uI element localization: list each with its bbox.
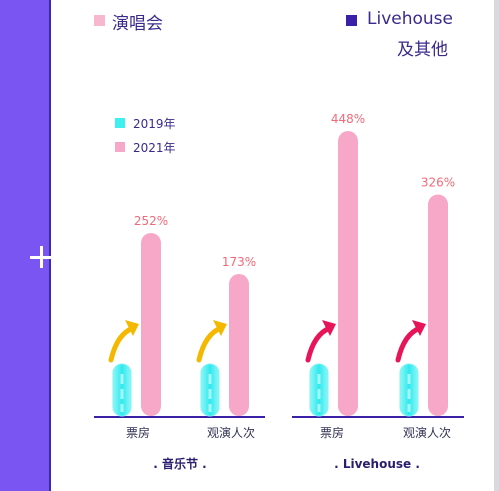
- growth-arrow: [395, 325, 423, 363]
- left-sidebar: [0, 0, 52, 491]
- bar-2021: [428, 194, 448, 416]
- legend-label-livehouse: Livehouse: [367, 9, 453, 29]
- bar-2021: [229, 274, 249, 416]
- growth-label: 252%: [134, 214, 168, 228]
- bar-2021: [338, 131, 358, 417]
- legend-label-2019: 2019年: [133, 117, 176, 131]
- growth-arrow-head: [125, 320, 139, 336]
- legend-label-2021: 2021年: [133, 141, 176, 155]
- category-label: 观演人次: [403, 425, 451, 440]
- growth-arrow: [108, 325, 136, 363]
- legend-swatch-2021: [115, 142, 125, 152]
- crosshair-icon-vertical: [40, 246, 43, 268]
- category-label: 观演人次: [207, 425, 255, 440]
- category-label: 票房: [320, 425, 344, 440]
- legend-swatch-concert: [94, 15, 105, 26]
- category-label: 票房: [126, 425, 150, 440]
- growth-label: 448%: [331, 112, 365, 126]
- legend-label-livehouse-line2: 及其他: [397, 40, 448, 60]
- right-border: [494, 0, 499, 491]
- legend-swatch-2019: [115, 118, 125, 128]
- growth-arrow: [196, 325, 224, 363]
- legend-swatch-livehouse: [346, 15, 357, 26]
- growth-arrow-head: [213, 320, 227, 336]
- growth-arrow-head: [322, 320, 336, 336]
- bar-2021: [141, 232, 161, 416]
- group-label: . Livehouse .: [334, 457, 420, 471]
- growth-label: 326%: [421, 175, 455, 189]
- legend-label-concert: 演唱会: [112, 14, 163, 34]
- group-label: . 音乐节 .: [153, 456, 206, 471]
- growth-arrow: [305, 325, 333, 363]
- growth-label: 173%: [222, 255, 256, 269]
- growth-arrow-head: [412, 320, 426, 336]
